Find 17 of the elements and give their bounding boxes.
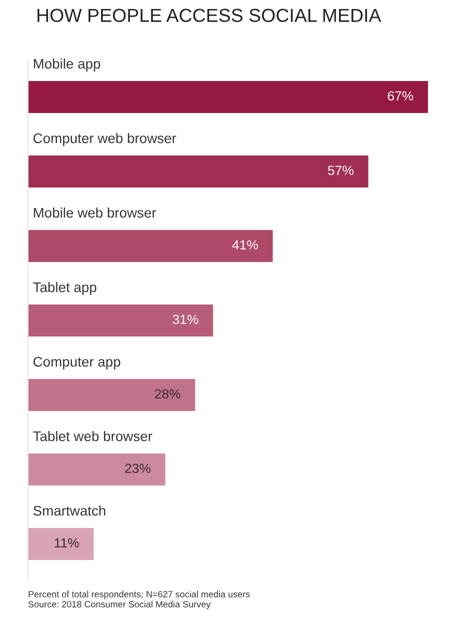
chart-title: HOW PEOPLE ACCESS SOCIAL MEDIA [38, 8, 382, 22]
source-note: Source: 2018 Consumer Social Media Survey [28, 600, 211, 610]
data-label: 23% [125, 464, 150, 474]
data-label: 11% [54, 538, 79, 548]
text: Percent of total respondents; N=627 social media users [28, 590, 250, 600]
y-tick-label: Computer app [34, 356, 120, 370]
data-label: 41% [232, 240, 258, 250]
y-tick-label: Tablet web browser [33, 430, 152, 442]
data-label: 28% [155, 389, 180, 399]
y-tick-label: Tablet app [33, 282, 96, 295]
y-tick-label: Mobile app [34, 58, 100, 72]
y-tick-label: Computer web browser [34, 132, 176, 146]
data-label: 31% [172, 314, 198, 324]
y-tick-label: Smartwatch [33, 505, 106, 516]
data-label: 67% [388, 91, 414, 101]
data-label: 57% [328, 166, 354, 176]
y-tick-label: Mobile web browser [34, 207, 156, 218]
